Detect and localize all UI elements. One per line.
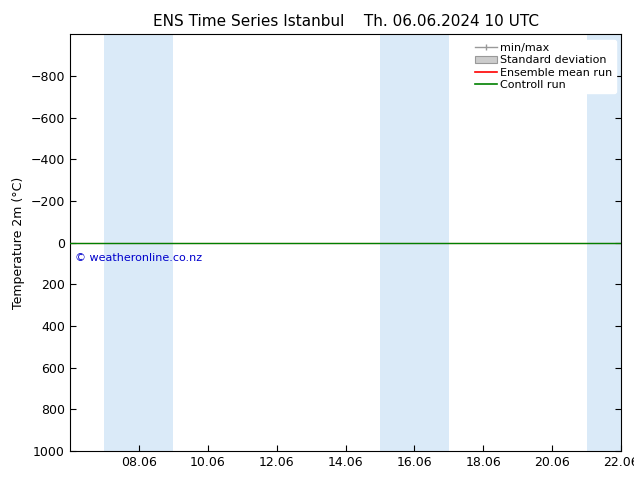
Y-axis label: Temperature 2m (°C): Temperature 2m (°C) [12,176,25,309]
Bar [380,34,449,451]
Title: ENS Time Series Istanbul    Th. 06.06.2024 10 UTC: ENS Time Series Istanbul Th. 06.06.2024 … [153,14,538,29]
Bar [587,34,621,451]
Legend: min/max, Standard deviation, Ensemble mean run, Controll run: min/max, Standard deviation, Ensemble me… [471,40,616,93]
Bar [104,34,173,451]
Text: © weatheronline.co.nz: © weatheronline.co.nz [75,253,202,263]
